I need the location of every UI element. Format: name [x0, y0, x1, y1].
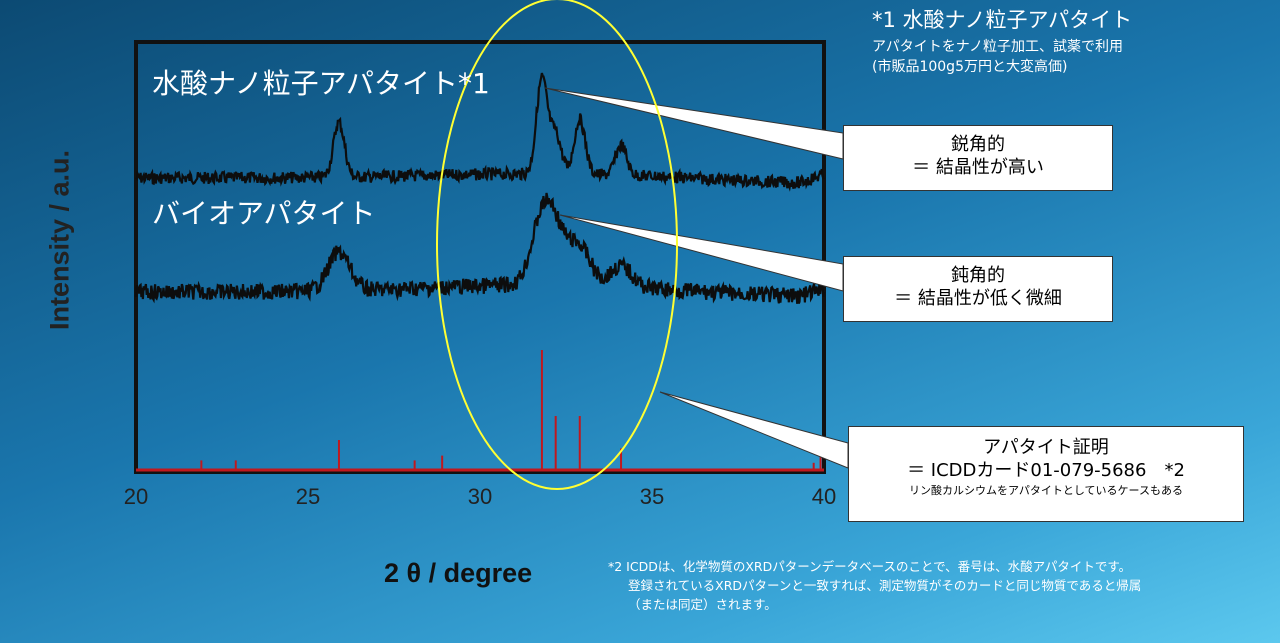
traces — [134, 72, 826, 304]
x-tick-30: 30 — [467, 484, 493, 509]
callout-reference: アパタイト証明 ＝ ICDDカード01-079-5686 *2 リン酸カルシウム… — [848, 426, 1244, 522]
footnote-line-2: 登録されているXRDパターンと一致すれば、測定物質がそのカードと同じ物質であると… — [628, 578, 1142, 593]
callout-sharp: 鋭角的 ＝ 結晶性が高い — [843, 125, 1113, 191]
note-title: *1 水酸ナノ粒子アパタイト — [872, 8, 1133, 32]
note-line-2: (市販品100g5万円と大変高価) — [872, 59, 1068, 75]
x-tick-40: 40 — [811, 484, 837, 509]
callout-pointers — [544, 87, 849, 469]
footnote-line-1: *2 ICDDは、化学物質のXRDパターンデータベースのことで、番号は、水酸アパ… — [608, 559, 1132, 574]
callout-sharp-line1: 鋭角的 — [951, 134, 1005, 155]
pointer-reference — [659, 391, 849, 469]
callout-broad: 鈍角的 ＝ 結晶性が低く微細 — [843, 256, 1113, 322]
x-tick-35: 35 — [639, 484, 665, 509]
footnote-line-3: （または同定）されます。 — [628, 597, 777, 612]
callout-reference-line3: リン酸カルシウムをアパタイトとしているケースもある — [909, 484, 1183, 497]
pointer-sharp — [544, 87, 844, 160]
highlight-ellipse — [436, 0, 678, 490]
callout-sharp-line2: ＝ 結晶性が高い — [912, 157, 1044, 178]
plot-frame — [134, 40, 826, 474]
series-line-0 — [135, 72, 825, 192]
note-line-1: アパタイトをナノ粒子加工、試薬で利用 — [872, 39, 1124, 55]
y-axis-label: Intensity / a.u. — [44, 149, 75, 331]
callout-reference-line2: ＝ ICDDカード01-079-5686 *2 — [907, 460, 1185, 481]
series-label-nano: 水酸ナノ粒子アパタイト*1 — [152, 67, 490, 100]
series-label-bio: バイオアパタイト — [152, 197, 376, 230]
x-tick-25: 25 — [295, 484, 321, 509]
x-tick-20: 20 — [123, 484, 149, 509]
x-axis-label: 2 θ / degree — [384, 558, 533, 588]
series-line-1 — [134, 192, 826, 304]
callout-broad-line2: ＝ 結晶性が低く微細 — [894, 288, 1062, 309]
callout-reference-line1: アパタイト証明 — [983, 437, 1109, 458]
callout-broad-line1: 鈍角的 — [951, 265, 1005, 286]
